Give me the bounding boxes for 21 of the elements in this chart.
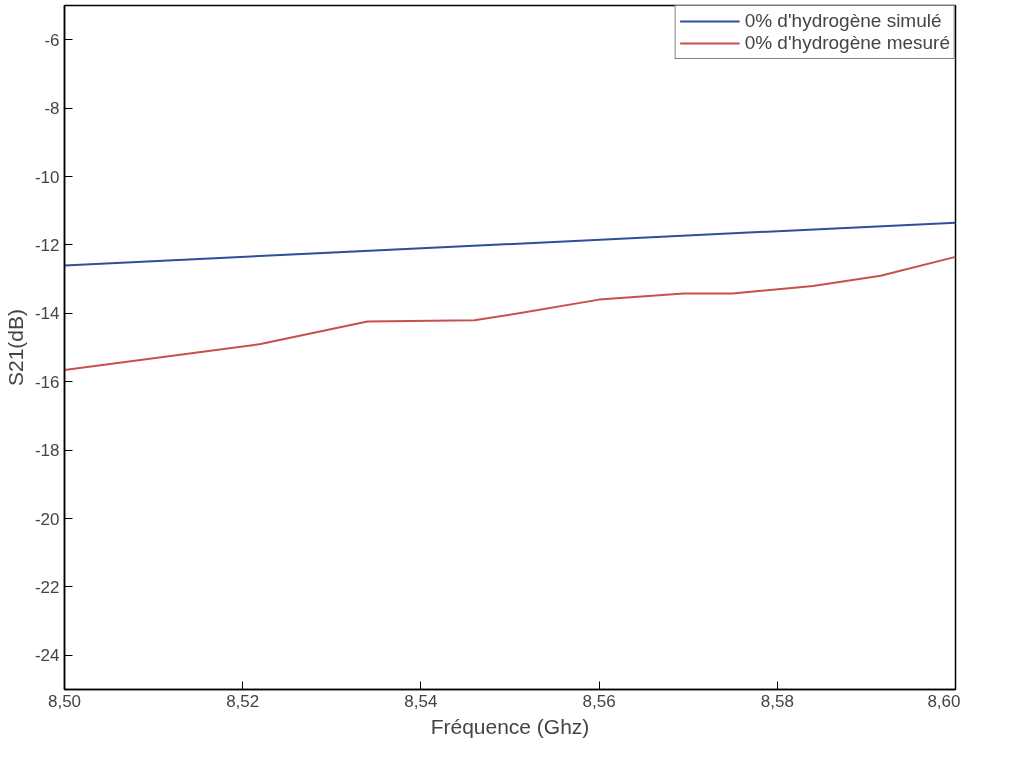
y-tick-label: -8 <box>44 99 60 119</box>
y-tick-label: -12 <box>34 235 60 255</box>
y-tick-label: -20 <box>34 509 60 529</box>
y-axis-title: S21(dB) <box>3 308 27 387</box>
x-tick-label: 8,50 <box>47 691 82 711</box>
y-tick-label: -16 <box>34 372 60 392</box>
y-tick-label: -14 <box>34 304 60 324</box>
legend-label: 0% d'hydrogène mesuré <box>744 32 950 54</box>
x-tick-label: 8,56 <box>582 691 616 711</box>
y-tick-label: -24 <box>34 646 60 666</box>
x-tick-label: 8,60 <box>927 691 961 711</box>
x-tick-label: 8,58 <box>760 691 794 711</box>
y-tick-label: -22 <box>34 577 60 597</box>
line-series <box>64 255 956 372</box>
y-tick-label: -18 <box>34 441 60 461</box>
y-tick-label: -10 <box>34 167 60 187</box>
y-tick-label: -6 <box>44 30 60 50</box>
x-axis-title: Fréquence (Ghz) <box>430 714 590 738</box>
legend-label: 0% d'hydrogène simulé <box>744 10 942 32</box>
x-tick-label: 8,52 <box>226 691 260 711</box>
x-tick-label: 8,54 <box>404 691 438 711</box>
